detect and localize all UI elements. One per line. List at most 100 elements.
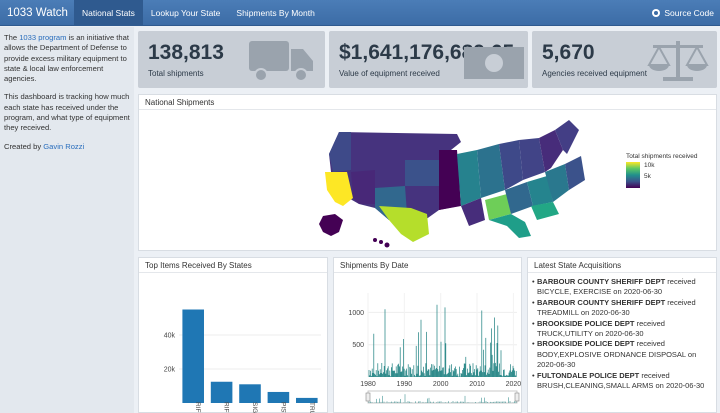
stat-value: 5,670 [542,41,595,64]
feed-equipment: BRUSH,CLEANING,SMALL ARMS [537,381,654,391]
shipments-by-date-panel: Shipments By Date 500 1000 1980 1990 2000 201… [333,257,522,413]
shipments-series-line[interactable] [368,304,517,377]
feed-on: on [611,287,624,297]
bar-category-label: SIGHT [251,402,258,413]
feed-on: on [685,349,697,359]
feed-date: 2020-06-30 [537,360,576,370]
date-x-tick: 2000 [433,381,449,388]
stat-caption: Agencies received equipment [542,69,647,78]
bar[interactable] [239,384,261,403]
top-items-panel: Top Items Received By States 20k 40k RIFLE… [138,257,328,413]
sidebar-credit: Created by Gavin Rozzi [4,142,130,152]
feed-item: BROOKSIDE POLICE DEPT received BODY,EXPL… [532,339,712,370]
bar[interactable] [182,309,204,404]
top-items-bar-chart[interactable]: 20k 40k RIFLE, RIFLE, SIGHT PISTO TRUCI [139,273,327,413]
map-legend-title: Total shipments received [626,153,698,160]
feed-verb: received [665,297,696,307]
feed-item: BARBOUR COUNTY SHERIFF DEPT received BIC… [532,277,712,298]
money-icon [464,47,524,79]
sidebar-intro: The 1033 program is an initiative that a… [4,33,130,84]
date-y-tick: 500 [352,342,364,349]
bar[interactable] [267,391,290,403]
feed-equipment: BICYCLE, EXERCISE [537,287,612,297]
map-alaska[interactable] [319,214,343,236]
bar-category-label: RIFLE, [223,402,230,413]
panel-title: National Shipments [139,95,716,110]
feed-verb: received [639,370,670,380]
stat-equipment-value: $1,641,176,689.65 Value of equipment rec… [329,31,528,88]
intro-text: is an initiative that allows the Departm… [4,33,129,84]
author-link[interactable]: Gavin Rozzi [43,141,85,151]
bar-y-tick: 40k [164,333,176,340]
feed-verb: received [634,339,665,349]
source-code-link[interactable]: Source Code [652,8,720,18]
range-slider[interactable] [367,390,518,404]
date-x-tick: 1980 [360,381,376,388]
feed-date: 2020-06-30 [665,381,705,391]
date-x-tick: 2010 [469,381,485,388]
stat-caption: Value of equipment received [339,69,440,78]
stat-agencies: 5,670 Agencies received equipment [532,31,717,88]
feed-equipment: BODY,EXPLOSIVE ORDNANCE DISPOSAL [537,349,686,359]
feed-agency: BARBOUR COUNTY SHERIFF DEPT [537,277,666,286]
feed-date: 2020-06-30 [623,287,663,297]
feed-item: BARBOUR COUNTY SHERIFF DEPT received TRE… [532,298,712,319]
panel-title: Shipments By Date [334,258,521,273]
bar-y-tick: 20k [164,367,176,374]
feed-agency: BROOKSIDE POLICE DEPT [537,339,635,349]
stat-caption: Total shipments [148,69,204,78]
map-legend-tick: 5k [644,173,652,180]
feed-item: BROOKSIDE POLICE DEPT received TRUCK,UTI… [532,319,712,340]
feed-agency: FULTONDALE POLICE DEPT [537,370,640,380]
tab-national-stats[interactable]: National Stats [74,0,143,26]
truck-icon [249,41,313,82]
shipments-by-date-chart[interactable]: 500 1000 1980 1990 2000 2010 2020 [334,273,521,413]
feed-verb: received [634,318,665,328]
panel-title: Top Items Received By States [139,258,327,273]
feed-agency: BROOKSIDE POLICE DEPT [537,318,635,328]
map-states[interactable] [325,120,585,242]
map-hawaii[interactable] [373,238,390,248]
range-slider-handle-left[interactable] [365,392,371,402]
range-slider-preview [368,394,517,403]
bar-category-label: TRUCI [308,402,315,413]
national-shipments-panel: National Shipments [138,94,717,251]
feed-equipment: TREADMILL [537,308,579,318]
navbar: 1033 Watch National Stats Lookup Your St… [0,0,720,26]
feed-on: on [578,308,592,318]
feed-item: FULTONDALE POLICE DEPT received BRUSH,CL… [532,371,712,392]
date-y-tick: 1000 [348,310,364,317]
feed-date: 2020-06-30 [591,308,630,318]
panel-title: Latest State Acquisitions [528,258,716,273]
date-x-tick: 2020 [506,381,521,388]
feed-equipment: TRUCK,UTILITY [537,329,593,339]
latest-acquisitions-panel: Latest State Acquisitions BARBOUR COUNTY… [527,257,717,413]
program-link[interactable]: 1033 program [19,33,67,42]
credit-prefix: Created by [4,141,44,151]
brand-title[interactable]: 1033 Watch [7,6,68,19]
sidebar-description: This dashboard is tracking how much each… [4,92,130,133]
us-choropleth-map[interactable]: Total shipments received 10k 5k [139,110,716,250]
range-slider-handle-right[interactable] [514,392,520,402]
stat-total-shipments: 138,813 Total shipments [138,31,325,88]
acquisition-feed: BARBOUR COUNTY SHERIFF DEPT received BIC… [528,273,716,391]
bar-category-label: PISTO [279,402,286,413]
feed-date: 2020-06-30 [605,329,644,339]
intro-prefix: The [4,33,20,42]
tab-lookup-state[interactable]: Lookup Your State [150,7,221,18]
feed-agency: BARBOUR COUNTY SHERIFF DEPT [537,297,666,307]
date-x-tick: 1990 [397,381,413,388]
balance-scale-icon [647,41,709,81]
stat-value: 138,813 [148,41,224,64]
bar-category-label: RIFLE, [194,402,201,413]
tab-shipments-by-month[interactable]: Shipments By Month [236,7,315,18]
map-legend-tick: 10k [644,162,655,169]
map-colorbar [626,162,640,188]
sidebar: The 1033 program is an initiative that a… [0,27,134,413]
bar[interactable] [296,397,318,403]
github-icon [652,8,661,17]
source-code-label: Source Code [664,7,714,18]
feed-on: on [592,329,606,339]
feed-on: on [653,381,666,391]
bar[interactable] [210,381,233,403]
